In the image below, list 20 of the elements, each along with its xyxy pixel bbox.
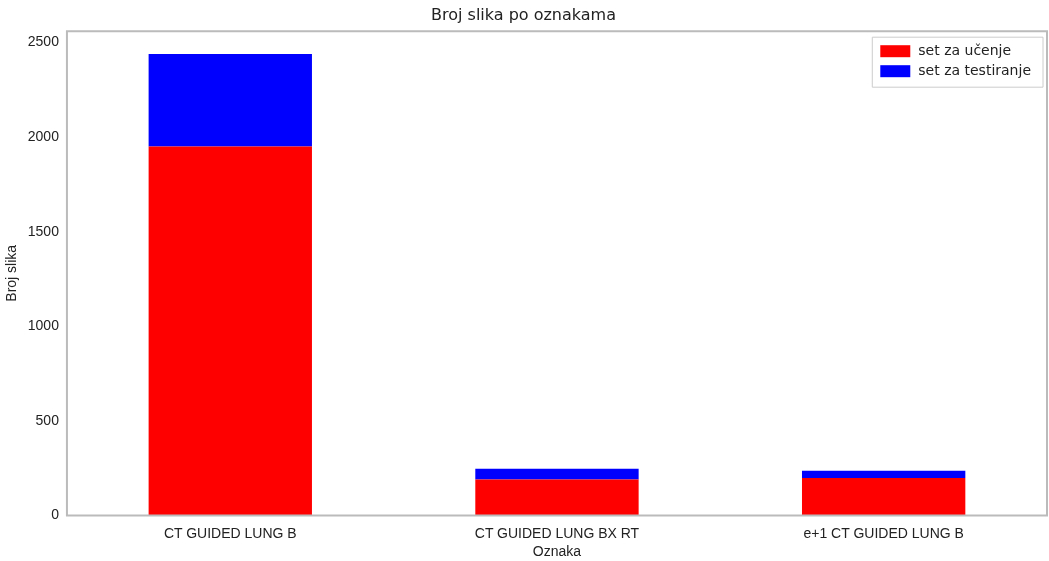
x-axis-title: Oznaka [532,543,582,560]
y-axis-title: Broj slika [3,244,20,302]
bar [475,468,639,480]
x-tick-label: CT GUIDED LUNG B [163,524,297,541]
y-tick-label: 1500 [27,222,60,239]
legend-label: set za testiranje [918,61,1032,78]
y-tick-label: 2000 [27,127,60,144]
chart-title: Broj slika po oznakama [431,4,616,24]
bar [801,477,966,516]
x-tick-label: e+1 CT GUIDED LUNG B [803,524,964,541]
y-tick-label: 2500 [27,33,60,50]
y-tick-label: 500 [35,411,60,428]
bar [148,53,312,147]
legend-label: set za učenje [918,41,1012,58]
bar [148,146,312,516]
x-tick-label: CT GUIDED LUNG BX RT [474,524,640,541]
y-tick-label: 1000 [27,317,60,334]
bar [475,479,639,516]
bar [801,470,966,478]
y-tick-label: 0 [51,506,60,523]
